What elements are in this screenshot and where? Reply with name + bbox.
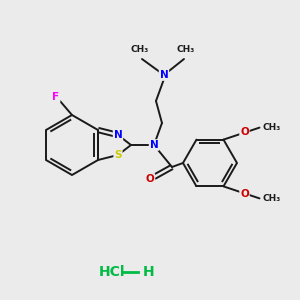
- Text: CH₃: CH₃: [177, 45, 195, 54]
- Text: F: F: [52, 92, 60, 102]
- Text: N: N: [114, 130, 122, 140]
- Text: CH₃: CH₃: [131, 45, 149, 54]
- Text: N: N: [160, 70, 168, 80]
- Text: H: H: [143, 265, 155, 279]
- Text: CH₃: CH₃: [262, 194, 281, 203]
- Text: N: N: [150, 140, 158, 150]
- Text: CH₃: CH₃: [262, 123, 281, 132]
- Text: HCl: HCl: [99, 265, 125, 279]
- Text: O: O: [240, 189, 249, 200]
- Text: O: O: [240, 127, 249, 136]
- Text: S: S: [114, 150, 122, 160]
- Text: O: O: [146, 174, 154, 184]
